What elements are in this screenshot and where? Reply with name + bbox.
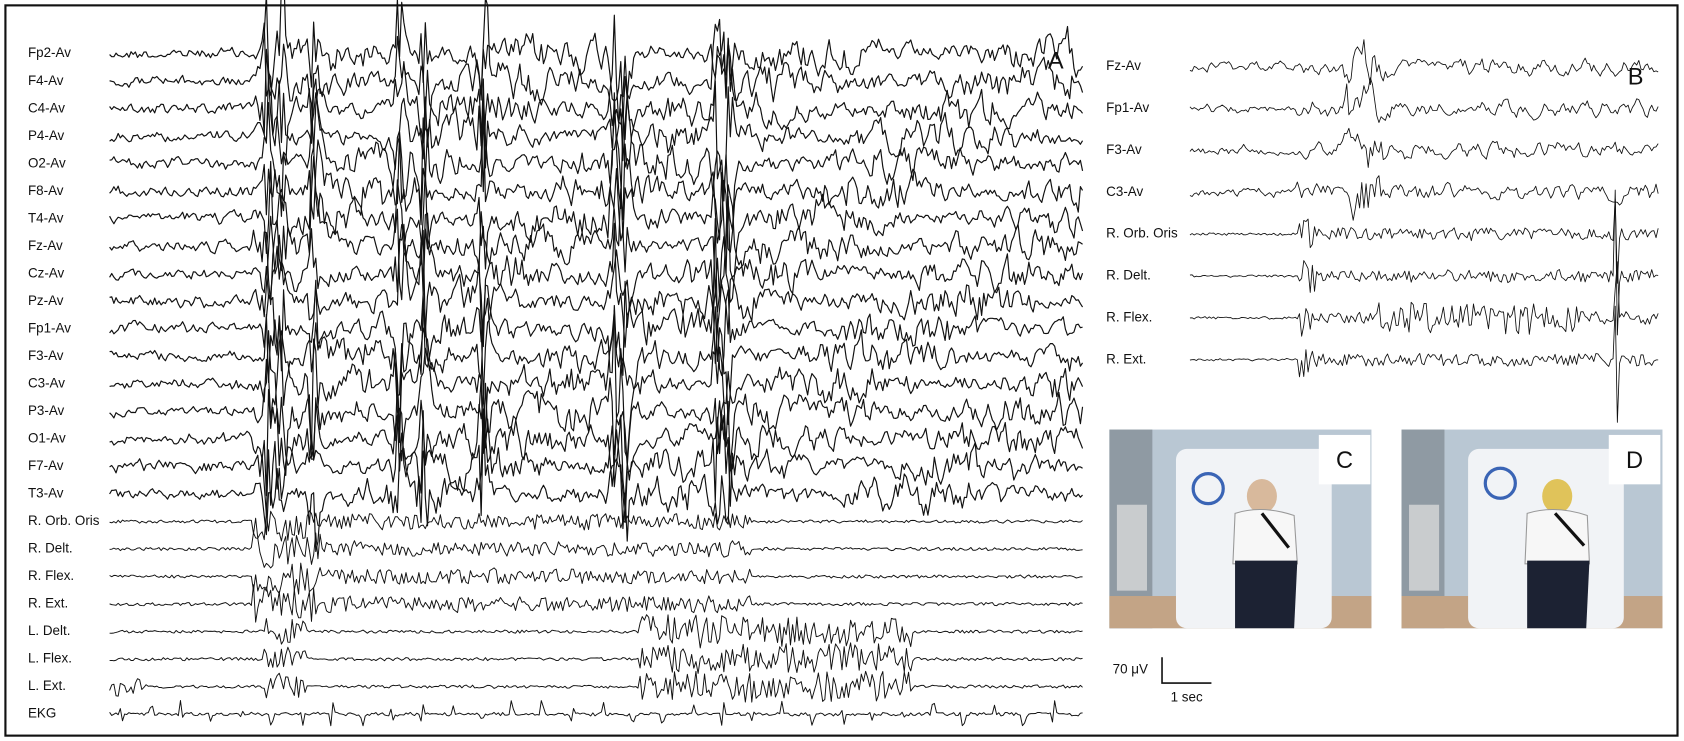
trace <box>109 584 1083 623</box>
channel-label: L. Ext. <box>28 678 66 693</box>
scale-bar-lines <box>1161 657 1212 684</box>
trace <box>109 0 1084 152</box>
panel-letter: A <box>1048 49 1064 75</box>
trace <box>1189 305 1659 423</box>
channel-label: O1-Av <box>28 431 66 446</box>
channel-label: F8-Av <box>28 183 64 198</box>
channel-label: Fz-Av <box>28 238 63 253</box>
channel-label: EKG <box>28 706 56 721</box>
channel-label: R. Orb. Oris <box>28 513 100 528</box>
trace <box>109 309 1084 455</box>
channel-label: C3-Av <box>28 375 65 390</box>
channel-label: R. Ext. <box>28 596 68 611</box>
photo-c: C <box>1109 429 1372 629</box>
trace <box>109 0 1084 141</box>
trace <box>109 642 1083 674</box>
scale-amplitude: 70 μV <box>1113 662 1148 677</box>
trace <box>109 136 1084 303</box>
trace <box>109 670 1083 703</box>
trace <box>109 330 1084 488</box>
channel-label: R. Delt. <box>28 541 73 556</box>
channel-label: F3-Av <box>28 348 64 363</box>
trace <box>109 280 1083 396</box>
trace <box>109 400 1083 524</box>
channel-label: Fz-Av <box>1106 58 1141 73</box>
channel-label: F7-Av <box>28 458 64 473</box>
figure-border <box>4 4 1679 737</box>
trace <box>1189 39 1659 86</box>
channel-label: L. Flex. <box>28 651 72 666</box>
channel-label: R. Flex. <box>28 568 74 583</box>
channel-label: Cz-Av <box>28 265 65 280</box>
trace <box>109 389 1084 524</box>
channel-label: Fp1-Av <box>1106 100 1149 115</box>
channel-label: F3-Av <box>1106 142 1142 157</box>
channel-label: R. Delt. <box>1106 268 1151 283</box>
trace <box>109 562 1083 595</box>
channel-label: F4-Av <box>28 73 64 88</box>
trace <box>1189 198 1659 284</box>
trace <box>109 510 1083 542</box>
channel-label: O2-Av <box>28 155 66 170</box>
panel-letter: B <box>1628 65 1644 91</box>
trace <box>1189 189 1659 336</box>
trace <box>109 532 1083 569</box>
panel-a: A Fp2-Av F4-Av C4-Av P4-Av O2-Av F8-Av T4-Av Fz-… <box>28 0 1084 727</box>
trace <box>109 614 1083 649</box>
trace <box>1189 261 1659 337</box>
channel-label: T3-Av <box>28 486 64 501</box>
trace <box>109 408 1083 553</box>
trace <box>1189 77 1659 123</box>
channel-label: T4-Av <box>28 210 64 225</box>
channel-label: L. Delt. <box>28 623 70 638</box>
trace <box>1189 175 1659 221</box>
channel-label: R. Orb. Oris <box>1106 226 1178 241</box>
channel-label: P3-Av <box>28 403 65 418</box>
trace <box>109 279 1084 459</box>
channel-label: C3-Av <box>1106 184 1143 199</box>
trace <box>109 75 1084 241</box>
trace <box>109 184 1084 348</box>
channel-label: R. Ext. <box>1106 351 1146 366</box>
trace <box>109 71 1084 195</box>
trace <box>109 700 1083 727</box>
channel-label: C4-Av <box>28 100 65 115</box>
panel-b: B Fz-Av Fp1-Av F3-Av C3-Av R. Orb. Oris R. Del… <box>1106 39 1659 423</box>
panel-letter: D <box>1626 448 1643 474</box>
channel-label: R. Flex. <box>1106 309 1152 324</box>
channel-label: Pz-Av <box>28 293 64 308</box>
photo-d: D <box>1401 429 1663 629</box>
panel-letter: C <box>1336 448 1353 474</box>
channel-label: P4-Av <box>28 128 65 143</box>
channel-label: Fp2-Av <box>28 45 71 60</box>
scale-time: 1 sec <box>1171 690 1203 705</box>
trace <box>1189 127 1659 168</box>
scale-bar: 70 μV 1 sec <box>1113 657 1212 705</box>
trace <box>109 14 1084 193</box>
channel-label: Fp1-Av <box>28 320 71 335</box>
trace <box>109 195 1084 399</box>
